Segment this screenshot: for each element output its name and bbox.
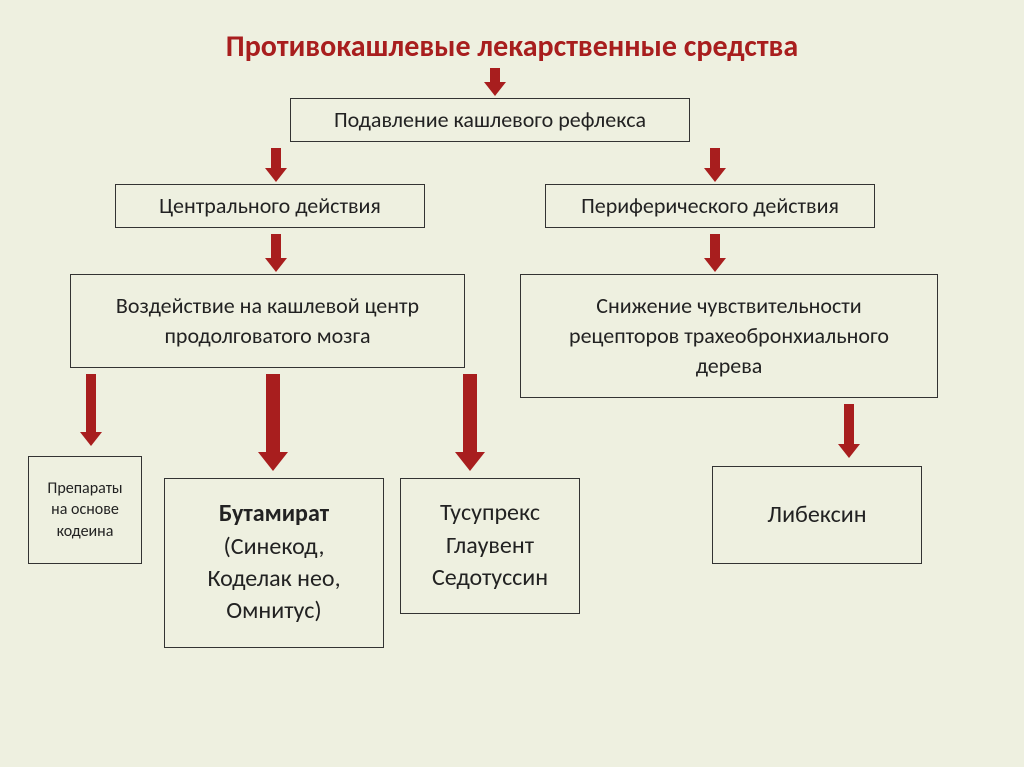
node-central: Центрального действия bbox=[115, 184, 425, 228]
arrow-root-to-peripheral bbox=[704, 148, 726, 182]
arrow-desc-to-butamirat bbox=[258, 374, 288, 471]
periph-desc-line1: Снижение чувствительности bbox=[569, 291, 889, 321]
node-libexin: Либексин bbox=[712, 466, 922, 564]
arrow-title-to-root bbox=[484, 68, 506, 96]
arrow-desc-to-libexin bbox=[838, 404, 860, 458]
butamirat-l1: Бутамират bbox=[207, 498, 340, 530]
arrow-root-to-central bbox=[265, 148, 287, 182]
butamirat-l3: Коделак нео, bbox=[207, 563, 340, 595]
page-title: Противокашлевые лекарственные средства bbox=[0, 28, 1024, 65]
arrow-central-to-desc bbox=[265, 234, 287, 272]
node-butamirat: Бутамират (Синекод, Коделак нео, Омнитус… bbox=[164, 478, 384, 648]
arrow-peripheral-to-desc bbox=[704, 234, 726, 272]
tusuprex-l3: Седотуссин bbox=[432, 562, 548, 594]
tusuprex-l1: Тусупрекс bbox=[432, 497, 548, 529]
codeine-l1: Препараты bbox=[47, 478, 122, 500]
node-peripheral-desc: Снижение чувствительности рецепторов тра… bbox=[520, 274, 938, 398]
codeine-l3: кодеина bbox=[47, 521, 122, 543]
butamirat-l2: (Синекод, bbox=[207, 531, 340, 563]
butamirat-l4: Омнитус) bbox=[207, 595, 340, 627]
periph-desc-line3: дерева bbox=[569, 351, 889, 381]
codeine-l2: на основе bbox=[47, 499, 122, 521]
node-central-desc: Воздействие на кашлевой центр продолгова… bbox=[70, 274, 465, 368]
node-root: Подавление кашлевого рефлекса bbox=[290, 98, 690, 142]
node-peripheral: Периферического действия bbox=[545, 184, 875, 228]
arrow-desc-to-codeine bbox=[80, 374, 102, 446]
node-codeine: Препараты на основе кодеина bbox=[28, 456, 142, 564]
tusuprex-l2: Глаувент bbox=[432, 530, 548, 562]
periph-desc-line2: рецепторов трахеобронхиального bbox=[569, 321, 889, 351]
node-tusuprex: Тусупрекс Глаувент Седотуссин bbox=[400, 478, 580, 614]
arrow-desc-to-tusuprex bbox=[455, 374, 485, 471]
